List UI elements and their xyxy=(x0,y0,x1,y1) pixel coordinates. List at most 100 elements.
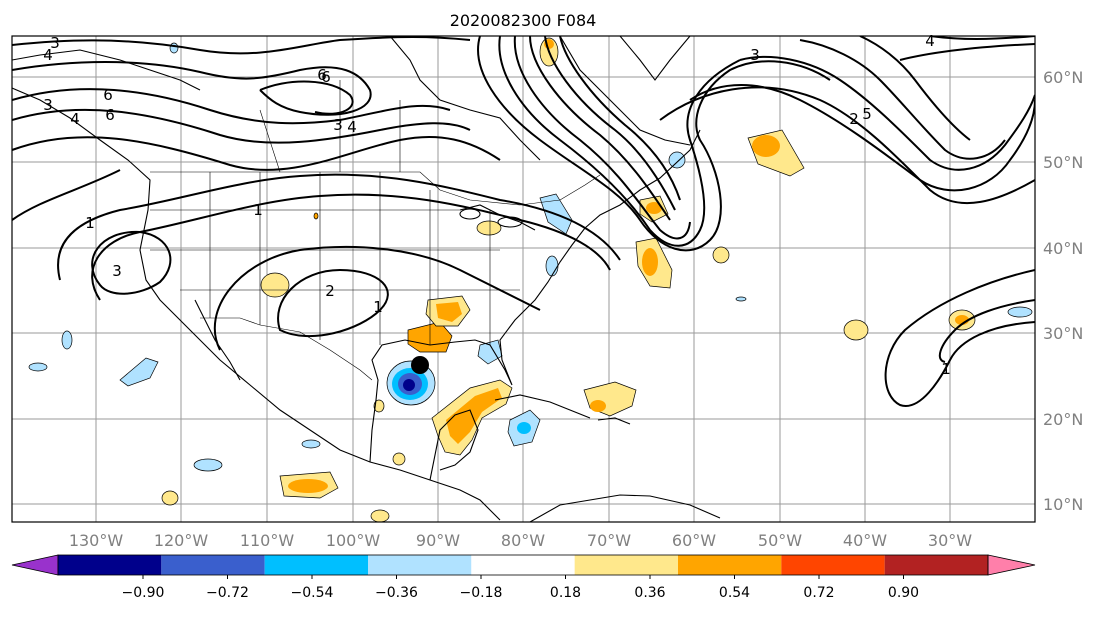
gulf-negative-core xyxy=(403,379,415,391)
alaska-coast xyxy=(12,49,201,91)
lat-tick-label: 20°N xyxy=(1043,410,1083,429)
map-frame xyxy=(11,35,1036,523)
lon-tick-label: 120°W xyxy=(154,531,209,550)
arizona-positive xyxy=(260,272,290,298)
coastlines xyxy=(12,36,721,522)
hudson-coast xyxy=(389,36,541,161)
contour-t4 xyxy=(529,36,671,221)
alaska-negative xyxy=(169,42,179,54)
lon-tick-label: 110°W xyxy=(240,531,295,550)
gulf-coast-positive-core xyxy=(436,302,462,322)
contour-label: 2 xyxy=(325,282,335,300)
contour-label: 6 xyxy=(317,66,327,84)
south-america-coast xyxy=(529,494,721,522)
lakes-positive xyxy=(476,220,502,236)
map-content xyxy=(12,36,1035,522)
lat-tick-label: 60°N xyxy=(1043,68,1083,87)
colorbar-segment xyxy=(471,555,575,575)
contour-n4 xyxy=(12,108,471,144)
lon-tick-label: 90°W xyxy=(416,531,460,550)
contour-label: 3 xyxy=(333,116,343,134)
lat-tick-label: 50°N xyxy=(1043,153,1083,172)
florida-negative xyxy=(477,339,503,365)
lon-tick-label: 130°W xyxy=(69,531,124,550)
contour-label: 5 xyxy=(862,105,872,123)
contour-label: 4 xyxy=(347,118,357,136)
colorbar-tick-label: 0.72 xyxy=(803,585,834,601)
lon-tick-label: 30°W xyxy=(928,531,972,550)
latitude-labels: 60°N 50°N 40°N 30°N 20°N 10°N xyxy=(1043,68,1083,514)
contour-closed-3 xyxy=(91,230,172,295)
contour-n1 xyxy=(12,36,471,55)
colorbar-segment xyxy=(58,555,162,575)
contour-label: 4 xyxy=(925,32,935,50)
contour-label: 3 xyxy=(50,34,60,52)
lat-tick-label: 30°N xyxy=(1043,324,1083,343)
contour-label: 1 xyxy=(253,201,263,219)
contour-t2 xyxy=(498,36,741,247)
colorbar-extend-high xyxy=(987,554,1036,576)
colorbar: −0.90 −0.72 −0.54 −0.36 −0.18 0.18 0.36 0.54 0.7… xyxy=(11,554,1036,601)
us-mexico-border xyxy=(200,317,373,381)
colorbar-tick-label: −0.54 xyxy=(291,585,334,601)
pacific-coastline xyxy=(12,87,501,521)
atlantic-positive-4 xyxy=(712,246,730,264)
contour-n6 xyxy=(259,80,354,115)
contour-t3 xyxy=(513,36,691,240)
colorbar-segment xyxy=(161,555,265,575)
contour-t1 xyxy=(477,36,831,252)
contour-label: 1 xyxy=(373,298,383,316)
contour-n3 xyxy=(12,88,451,125)
contour-label: 3 xyxy=(750,46,760,64)
contour-label: 1 xyxy=(941,360,951,378)
pacific-negative-2 xyxy=(193,458,223,472)
pacific-positive-core xyxy=(288,479,328,493)
contour-t5 xyxy=(544,36,676,211)
colorbar-tick-label: −0.90 xyxy=(122,585,165,601)
greenland-coast xyxy=(619,36,691,81)
lon-tick-label: 70°W xyxy=(587,531,631,550)
yucatan-coast xyxy=(429,409,479,481)
atlantic-positive-5 xyxy=(843,319,869,341)
colorbar-extend-low xyxy=(11,554,59,576)
colorbar-segment xyxy=(574,555,678,575)
colorbar-tick-label: 0.36 xyxy=(634,585,665,601)
contour-us-2 xyxy=(91,193,611,301)
lon-tick-label: 60°W xyxy=(672,531,716,550)
us-canada-border xyxy=(150,171,601,206)
height-contours xyxy=(12,36,1035,407)
contour-n5 xyxy=(12,135,501,171)
pacific-negative-5 xyxy=(28,362,48,372)
atlantic-negative-2 xyxy=(668,151,686,169)
contour-n2 xyxy=(12,61,372,116)
labrador-coast xyxy=(559,36,691,146)
contour-wp xyxy=(12,169,121,221)
pacific-negative-1 xyxy=(119,357,159,387)
colorbar-tick-label: −0.72 xyxy=(206,585,249,601)
colorbar-segment xyxy=(884,555,988,575)
contour-label: 6 xyxy=(103,86,113,104)
pacific-negative-4 xyxy=(61,330,73,350)
contour-label: 2 xyxy=(849,110,859,128)
contour-label: 3 xyxy=(112,262,122,280)
atlantic-negative-1 xyxy=(1007,306,1033,318)
small-positive-2 xyxy=(370,509,390,522)
contour-label: 6 xyxy=(321,68,331,86)
colorbar-segment xyxy=(264,555,368,575)
contour-e5 xyxy=(659,86,1035,204)
hispaniola-positive-core xyxy=(590,400,606,412)
contour-label: 1 xyxy=(85,214,95,232)
colorbar-tick-label: 0.90 xyxy=(888,585,919,601)
contour-e6 xyxy=(929,36,1035,40)
lon-tick-label: 40°W xyxy=(843,531,887,550)
graticule xyxy=(12,36,1035,522)
contour-atl-2 xyxy=(938,299,1035,363)
contour-us-1 xyxy=(57,173,621,281)
small-positive-5 xyxy=(313,212,319,220)
colorbar-outline xyxy=(57,554,989,576)
colorbar-tick-label: −0.36 xyxy=(375,585,418,601)
colorbar-segment xyxy=(781,555,885,575)
contour-e2 xyxy=(739,55,1035,171)
colorbar-tick-label: 0.54 xyxy=(719,585,750,601)
